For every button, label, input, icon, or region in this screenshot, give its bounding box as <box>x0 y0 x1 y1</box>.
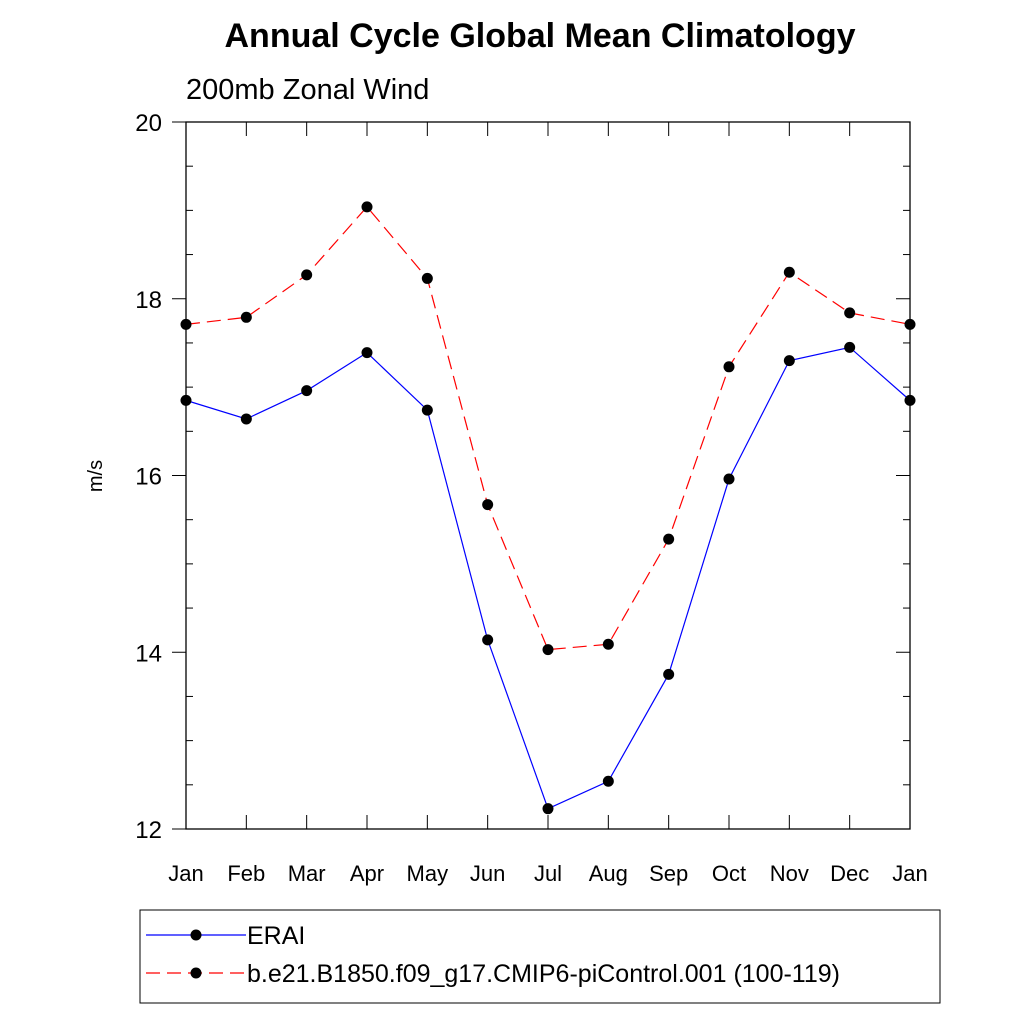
data-point <box>783 266 795 278</box>
x-tick-label: Feb <box>227 861 265 886</box>
y-tick-label: 14 <box>135 640 162 667</box>
x-tick-label: Aug <box>589 861 628 886</box>
x-tick-label: Oct <box>712 861 746 886</box>
data-point <box>482 499 494 511</box>
data-point <box>663 533 675 545</box>
data-point <box>240 413 252 425</box>
x-tick-label: Mar <box>288 861 326 886</box>
data-point <box>663 668 675 680</box>
y-tick-label: 20 <box>135 110 162 137</box>
series-line-1 <box>185 205 911 651</box>
plot-series <box>180 201 916 815</box>
data-point <box>723 361 735 373</box>
data-point <box>844 341 856 353</box>
data-point <box>482 634 494 646</box>
y-axis-label: m/s <box>85 460 107 492</box>
data-point <box>783 355 795 367</box>
plot-frame <box>185 121 911 830</box>
legend-marker <box>190 929 202 941</box>
x-tick-label: Jun <box>470 861 505 886</box>
x-tick-label: Sep <box>649 861 688 886</box>
x-tick-label: Jan <box>168 861 203 886</box>
x-tick-label: Jan <box>892 861 927 886</box>
x-tick-label: Jul <box>534 861 562 886</box>
y-tick-label: 18 <box>135 287 162 314</box>
x-tick-label: Nov <box>770 861 809 886</box>
data-point <box>602 775 614 787</box>
chart-subtitle: 200mb Zonal Wind <box>186 74 429 106</box>
legend-box <box>139 909 941 1004</box>
x-tick-label: Apr <box>350 861 384 886</box>
data-point <box>361 201 373 213</box>
legend-label: b.e21.B1850.f09_g17.CMIP6-piControl.001 … <box>247 960 840 988</box>
data-point <box>542 803 554 815</box>
y-tick-label: 16 <box>135 464 162 491</box>
data-point <box>361 347 373 359</box>
data-point <box>542 644 554 656</box>
legend-label: ERAI <box>247 922 305 950</box>
data-point <box>421 272 433 284</box>
data-point <box>301 269 313 281</box>
legend-entries: ERAI b.e21.B1850.f09_g17.CMIP6-piControl.… <box>146 922 840 988</box>
data-point <box>421 404 433 416</box>
data-point <box>301 385 313 397</box>
series-line-0 <box>185 346 911 810</box>
y-tick-label: 12 <box>135 817 162 844</box>
data-point <box>723 473 735 485</box>
data-point <box>602 638 614 650</box>
plot-ticks <box>172 121 911 830</box>
x-tick-label: Dec <box>830 861 869 886</box>
chart-title: Annual Cycle Global Mean Climatology <box>225 17 856 55</box>
x-tick-label: May <box>407 861 449 886</box>
data-point <box>844 307 856 319</box>
legend-marker <box>190 967 202 979</box>
legend: ERAI b.e21.B1850.f09_g17.CMIP6-piControl.… <box>139 909 941 1004</box>
data-point <box>240 311 252 323</box>
y-tick-labels: 12 14 16 18 20 <box>135 110 162 844</box>
x-tick-labels: Jan Feb Mar Apr May Jun Jul Aug Sep Oct Nov Dec Jan <box>168 861 927 886</box>
